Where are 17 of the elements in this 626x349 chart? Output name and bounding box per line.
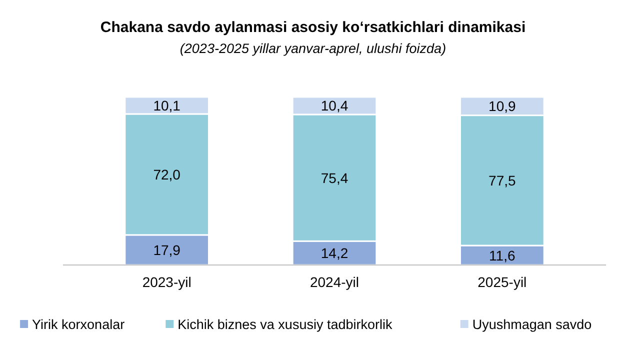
data-label: 10,4	[320, 98, 348, 114]
chart-title: Chakana savdo aylanmasi asosiy ko‘rsatkichlari dinamikasi	[100, 19, 526, 36]
x-tick-label: 2023-yil	[142, 274, 192, 290]
data-label: 72,0	[153, 166, 181, 182]
chart-subtitle: (2023-2025 yillar yanvar-aprel, ulushi foizda)	[180, 41, 446, 56]
legend-label: Yirik korxonalar	[32, 317, 126, 332]
x-tick-label: 2025-yil	[478, 274, 527, 290]
legend-label: Uyushmagan savdo	[472, 317, 592, 332]
legend-label: Kichik biznes va xususiy tadbirkorlik	[178, 317, 392, 332]
data-label: 75,4	[320, 170, 348, 186]
data-label: 11,6	[489, 247, 516, 264]
data-label: 10,9	[488, 98, 516, 114]
data-label: 77,5	[488, 172, 516, 188]
data-label: 14,2	[320, 245, 348, 262]
x-tick-label: 2024-yil	[310, 274, 360, 290]
data-label: 17,9	[153, 242, 181, 258]
data-label: 10,1	[153, 97, 181, 114]
